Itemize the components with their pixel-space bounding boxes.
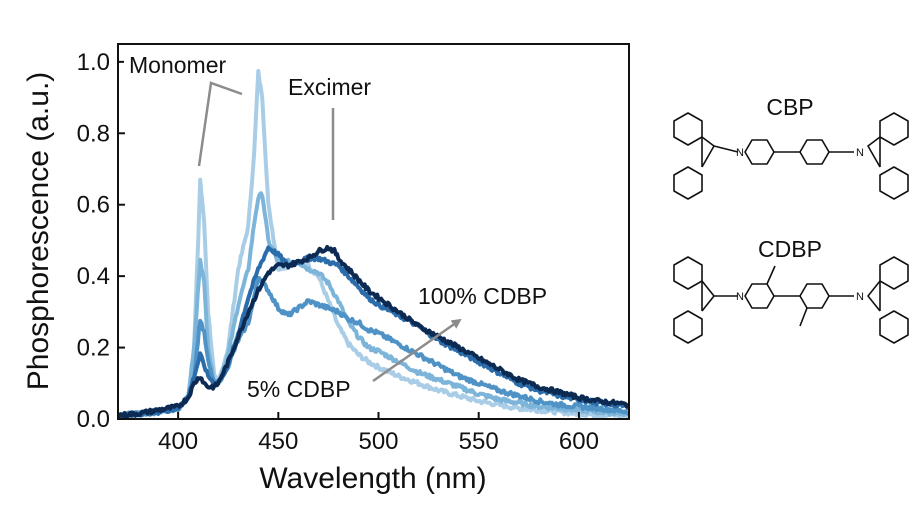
- x-tick-label: 600: [559, 428, 599, 455]
- monomer-label-bg: [124, 50, 248, 80]
- series-line-1: [118, 69, 629, 419]
- y-tick-label: 0.0: [77, 406, 110, 433]
- cbp-label: CBP: [766, 94, 813, 120]
- label-100-cdbp: 100% CDBP: [418, 283, 547, 309]
- annotations: Monomer Excimer 100% CDBP 5% CDBP: [124, 50, 547, 402]
- series-layer: [118, 69, 629, 419]
- series-line-2: [118, 191, 629, 419]
- series-line-5: [118, 244, 629, 419]
- trend-arrow: [372, 318, 462, 383]
- monomer-pointer: [197, 81, 243, 167]
- y-axis-title: Phosphorescence (a.u.): [22, 72, 55, 391]
- cbp-n-right: N: [856, 147, 864, 159]
- y-tick-label: 0.8: [77, 120, 110, 147]
- excimer-label: Excimer: [288, 74, 371, 100]
- cdbp-label: CDBP: [758, 236, 822, 262]
- x-tick-label: 400: [158, 428, 198, 455]
- x-tick-label: 450: [258, 428, 298, 455]
- monomer-label: Monomer: [129, 52, 226, 78]
- y-tick-label: 0.4: [77, 263, 110, 290]
- cbp-structure-icon: [673, 112, 909, 200]
- cdbp-structure-icon: [673, 256, 909, 344]
- plot-frame: [117, 43, 630, 420]
- y-tick-label: 0.6: [77, 192, 110, 219]
- x-tick-label: 500: [358, 428, 398, 455]
- y-tick-label: 1.0: [77, 49, 110, 76]
- y-tick-label: 0.2: [77, 335, 110, 362]
- tick-layer: 400 450 500 550 600 0.0 0.2 0.4 0.6 0.8 1.0: [77, 49, 599, 455]
- cdbp-n-left: N: [736, 291, 744, 303]
- x-axis-title: Wavelength (nm): [259, 462, 486, 495]
- x-tick-label: 550: [459, 428, 499, 455]
- cbp-n-left: N: [736, 147, 744, 159]
- label-5-cdbp: 5% CDBP: [247, 376, 351, 402]
- cdbp-n-right: N: [856, 291, 864, 303]
- series-line-4: [118, 245, 629, 419]
- series-line-3: [118, 275, 629, 419]
